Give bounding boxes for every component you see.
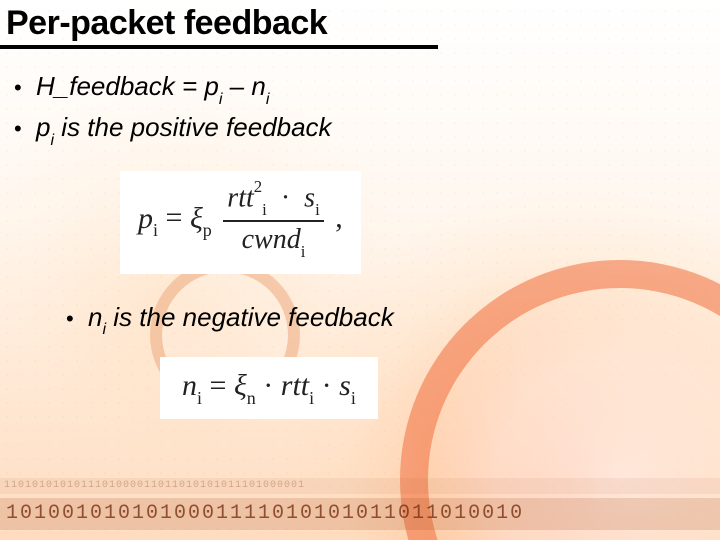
f2-dot2: ·: [322, 369, 340, 402]
bullet-item-1: • H_feedback = pi – ni: [14, 71, 720, 106]
b1-sub1: i: [219, 90, 223, 108]
bullet-dot-icon: •: [14, 118, 26, 140]
f2-equals: =: [210, 369, 234, 402]
b2-tail: is the positive feedback: [54, 112, 332, 142]
b2-sub1: i: [50, 131, 54, 149]
f1-num-b-sub: i: [315, 200, 320, 219]
bullet-1-text: H_feedback = pi – ni: [36, 71, 269, 106]
title-underline: [0, 45, 438, 49]
f2-dot1: ·: [263, 369, 281, 402]
f2-t2-var: s: [339, 369, 351, 402]
f1-coef: ξp: [190, 202, 212, 235]
bullet-dot-icon: •: [14, 77, 26, 99]
f1-num-b: s: [304, 183, 315, 214]
bullet-item-3: • ni is the negative feedback: [66, 302, 720, 337]
f2-t2-sub: i: [351, 388, 356, 408]
f1-den-sub: i: [301, 242, 306, 261]
b3-tail: is the negative feedback: [106, 302, 394, 332]
f1-fraction: rtt2i · si cwndi: [223, 181, 323, 260]
f2-coef-sym: ξ: [234, 369, 247, 402]
f1-numerator: rtt2i · si: [223, 181, 323, 222]
bullet-2-text: pi is the positive feedback: [36, 112, 332, 147]
f2-lhs-sub: i: [197, 388, 202, 408]
f2-t1-var: rtt: [281, 369, 309, 402]
f1-equals: =: [166, 202, 190, 235]
f2-lhs-var: n: [182, 369, 197, 402]
f1-trailing-comma: ,: [335, 202, 343, 235]
f1-num-a-sup: 2: [254, 177, 262, 196]
bullet-dot-icon: •: [66, 308, 78, 330]
f1-num-a-sub: i: [262, 200, 267, 219]
f1-denominator: cwndi: [223, 222, 323, 260]
f2-coef: ξn: [234, 369, 256, 402]
f1-lhs: pi: [138, 202, 158, 235]
bullet-list-level2: • ni is the negative feedback: [0, 302, 720, 337]
formula-box-positive: pi = ξp rtt2i · si cwndi ,: [120, 171, 361, 274]
f1-lhs-sub: i: [153, 220, 158, 240]
f2-coef-sub: n: [247, 388, 256, 408]
b3-prefix: n: [88, 302, 102, 332]
f2-t1: rtti: [281, 369, 314, 402]
bullet-item-2: • pi is the positive feedback: [14, 112, 720, 147]
formula-box-negative: ni = ξn · rtti · si: [160, 357, 378, 419]
slide-title: Per-packet feedback: [0, 0, 720, 45]
f2-lhs: ni: [182, 369, 202, 402]
b3-sub1: i: [102, 320, 106, 338]
slide: Per-packet feedback • H_feedback = pi – …: [0, 0, 720, 540]
f1-coef-sym: ξ: [190, 202, 203, 235]
f1-lhs-var: p: [138, 202, 153, 235]
bullet-list-level1: • H_feedback = pi – ni • pi is the posit…: [0, 71, 720, 147]
f2-t2: si: [339, 369, 356, 402]
f1-coef-sub: p: [203, 220, 212, 240]
f1-den: cwnd: [242, 224, 301, 255]
b2-prefix: p: [36, 112, 50, 142]
b1-mid: – n: [222, 71, 265, 101]
b1-prefix: H_feedback = p: [36, 71, 219, 101]
b1-sub2: i: [266, 90, 270, 108]
f2-t1-sub: i: [309, 388, 314, 408]
bullet-3-text: ni is the negative feedback: [88, 302, 394, 337]
f1-num-a: rtt: [227, 183, 253, 214]
